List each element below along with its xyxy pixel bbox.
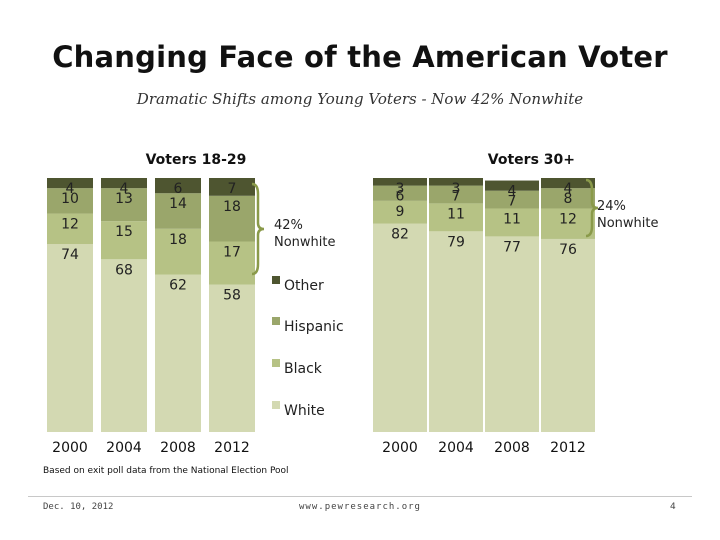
data-label: 62 [169, 278, 187, 294]
panel-title: Voters 30+ [488, 152, 575, 168]
bar-segment-hispanic [429, 185, 483, 204]
legend-label: Hispanic [284, 319, 344, 335]
bar-segment-hispanic [155, 193, 201, 229]
x-tick-label: 2004 [438, 440, 474, 456]
bar-segment-hispanic [209, 195, 255, 242]
footer-date: Dec. 10, 2012 [43, 502, 114, 512]
bar-segment-hispanic [101, 188, 147, 222]
data-label: 9 [396, 204, 405, 220]
bar-segment-other [47, 178, 93, 189]
data-label: 6 [174, 181, 183, 197]
annotation-young: 42% Nonwhite [274, 218, 336, 250]
bar-segment-white [485, 236, 539, 432]
legend-swatch-hispanic [272, 317, 280, 325]
bar-segment-white [47, 244, 93, 432]
legend-label: White [284, 403, 325, 419]
x-tick-label: 2004 [106, 440, 142, 456]
bar-segment-white [209, 284, 255, 432]
data-label: 7 [228, 181, 237, 197]
chart-subtitle: Dramatic Shifts among Young Voters - Now… [136, 90, 584, 108]
panel-title: Voters 18-29 [146, 152, 247, 168]
nonwhite-bracket-young [251, 182, 265, 276]
x-tick-label: 2000 [382, 440, 418, 456]
bar-segment-other [155, 178, 201, 194]
bar-segment-white [373, 223, 427, 432]
bar-segment-other [101, 178, 147, 189]
data-label: 7 [508, 194, 517, 210]
footer-divider [28, 496, 692, 497]
legend-label: Black [284, 361, 323, 377]
bar-segment-white [101, 259, 147, 432]
bar-segment-other [541, 178, 595, 189]
page-number: 4 [670, 502, 676, 512]
bar-segment-black [373, 200, 427, 224]
data-label: 4 [564, 181, 573, 197]
legend-swatch-other [272, 276, 280, 284]
chart-title: Changing Face of the American Voter [52, 40, 668, 74]
data-label: 76 [559, 242, 577, 258]
x-tick-label: 2008 [160, 440, 196, 456]
data-label: 79 [447, 234, 465, 250]
bar-segment-other [373, 178, 427, 186]
x-tick-label: 2000 [52, 440, 88, 456]
bar-segment-black [209, 241, 255, 285]
source-note: Based on exit poll data from the Nationa… [43, 466, 289, 476]
data-label: 3 [452, 181, 461, 197]
footer-url: www.pewresearch.org [299, 502, 421, 512]
bar-segment-white [155, 274, 201, 432]
data-label: 77 [503, 239, 521, 255]
bar-segment-hispanic [485, 190, 539, 209]
bar-segment-black [541, 208, 595, 239]
data-label: 7 [452, 189, 461, 205]
bar-segment-other [209, 178, 255, 196]
bar-segment-black [47, 213, 93, 245]
data-label: 14 [169, 196, 187, 212]
legend-swatch-black [272, 359, 280, 367]
bar-segment-black [485, 208, 539, 237]
bar-segment-white [429, 231, 483, 432]
nonwhite-bracket-older [585, 178, 599, 238]
data-label: 17 [223, 245, 241, 261]
data-label: 15 [115, 224, 133, 240]
data-label: 8 [564, 191, 573, 207]
bar-segment-other [429, 178, 483, 186]
bar-segment-hispanic [373, 185, 427, 201]
legend-label: Other [284, 278, 324, 294]
data-label: 6 [396, 189, 405, 205]
data-label: 68 [115, 262, 133, 278]
bar-segment-white [541, 238, 595, 432]
bar-segment-other [485, 180, 539, 191]
data-label: 18 [169, 232, 187, 248]
data-label: 12 [61, 217, 79, 233]
bar-segment-black [101, 221, 147, 260]
x-tick-label: 2008 [494, 440, 530, 456]
data-label: 4 [120, 181, 129, 197]
data-label: 58 [223, 288, 241, 304]
bar-segment-hispanic [47, 188, 93, 214]
data-label: 4 [66, 181, 75, 197]
data-label: 11 [447, 206, 465, 222]
data-label: 11 [503, 211, 521, 227]
bar-segment-black [155, 228, 201, 275]
data-label: 12 [559, 211, 577, 227]
annotation-older: 24% Nonwhite [597, 199, 659, 231]
data-label: 13 [115, 191, 133, 207]
data-label: 10 [61, 191, 79, 207]
data-label: 82 [391, 227, 409, 243]
legend-swatch-white [272, 401, 280, 409]
bar-segment-black [429, 203, 483, 232]
data-label: 3 [396, 181, 405, 197]
x-tick-label: 2012 [214, 440, 250, 456]
bar-segment-hispanic [541, 188, 595, 209]
x-tick-label: 2012 [550, 440, 586, 456]
data-label: 4 [508, 184, 517, 200]
data-label: 18 [223, 199, 241, 215]
data-label: 74 [61, 247, 79, 263]
